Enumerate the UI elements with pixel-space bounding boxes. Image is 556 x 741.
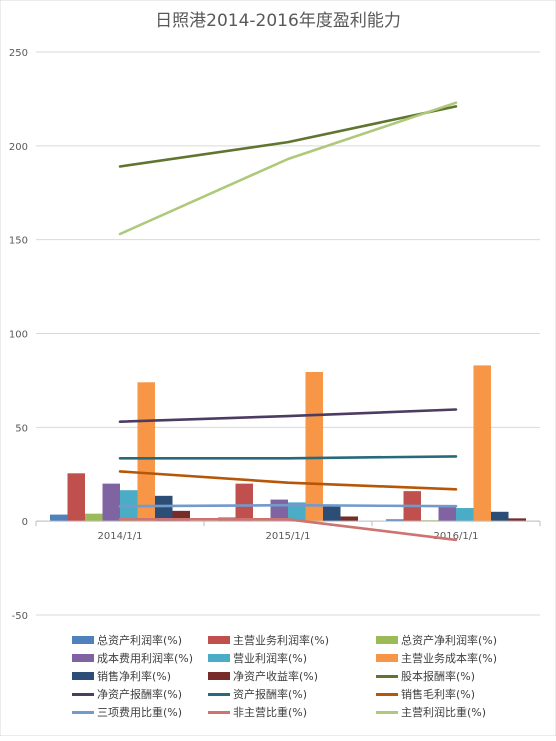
x-axis: 2014/1/1 2015/1/1 2016/1/1 [35,520,541,542]
legend-item: 股本报酬率(%) [376,668,526,684]
bar [50,514,68,522]
legend-item: 主营利润比重(%) [376,704,526,720]
legend-bar-swatch [208,654,230,662]
legend-label: 总资产利润率(%) [97,634,183,647]
legend-label: 销售净利率(%) [97,670,172,683]
legend-line-swatch [376,692,398,696]
legend-label: 资产报酬率(%) [233,688,308,701]
legend-item: 销售净利率(%) [72,668,208,684]
bar [323,506,341,522]
bar [235,483,253,522]
legend-label: 主营业务成本率(%) [401,652,498,665]
legend-item: 非主营比重(%) [208,704,376,720]
legend-label: 净资产报酬率(%) [97,688,183,701]
series-line [118,101,458,236]
legend-label: 非主营比重(%) [233,706,308,719]
bar [305,371,323,522]
legend-label: 总资产净利润率(%) [401,634,498,647]
y-tick-label: 0 [22,517,28,528]
legend-item: 净资产报酬率(%) [72,686,208,702]
bar [473,365,491,522]
y-tick-label: -50 [12,611,28,622]
legend-item: 主营业务利润率(%) [208,632,376,648]
y-tick-label: 150 [9,236,28,247]
legend-item: 总资产利润率(%) [72,632,208,648]
legend-bar-swatch [72,654,94,662]
x-tick-label: 2015/1/1 [266,531,311,542]
bar [67,473,85,522]
legend-bar-swatch [208,672,230,680]
bar [386,519,404,522]
legend-item: 净资产收益率(%) [208,668,376,684]
legend-label: 销售毛利率(%) [401,688,476,701]
legend-bar-swatch [208,636,230,644]
legend-line-swatch [72,710,94,714]
legend-item: 成本费用利润率(%) [72,650,208,666]
bar [508,518,526,522]
legend-label: 主营利润比重(%) [401,706,487,719]
bar [491,511,509,522]
legend-label: 股本报酬率(%) [401,670,476,683]
y-tick-label: 50 [15,423,28,434]
x-tick-label: 2014/1/1 [98,531,143,542]
legend-label: 净资产收益率(%) [233,670,319,683]
legend-bar-swatch [376,636,398,644]
bar [172,510,190,522]
legend-label: 主营业务利润率(%) [233,634,330,647]
chart-title: 日照港2014-2016年度盈利能力 [155,11,401,31]
series-line [118,408,458,424]
bar [340,516,358,522]
series-line [118,470,458,491]
legend-item: 三项费用比重(%) [72,704,208,720]
bar [438,506,456,522]
series-line [118,517,458,542]
bar [137,382,155,522]
legend-bar-swatch [72,672,94,680]
y-tick-label: 100 [9,330,28,341]
series-line [118,503,458,508]
legend-line-swatch [376,710,398,714]
legend-bar-swatch [72,636,94,644]
bar [288,502,306,522]
legend-line-swatch [376,674,398,678]
legend-item: 销售毛利率(%) [376,686,526,702]
bar [102,483,120,522]
legend-item: 资产报酬率(%) [208,686,376,702]
y-axis-ticks: -50 0 50 100 150 200 250 [9,48,28,622]
legend-line-swatch [208,692,230,696]
line-series [118,101,458,542]
bar [270,499,288,522]
bar [456,508,474,522]
legend-label: 三项费用比重(%) [97,706,183,719]
y-tick-label: 250 [9,48,28,59]
legend-label: 成本费用利润率(%) [97,652,194,665]
legend-item: 总资产净利润率(%) [376,632,526,648]
bar [85,513,103,522]
series-line [118,105,458,168]
bar [155,495,173,522]
x-tick-label: 2016/1/1 [434,531,479,542]
legend-label: 营业利润率(%) [233,652,308,665]
legend-line-swatch [208,710,230,714]
legend-bar-swatch [376,654,398,662]
series-line [118,455,458,460]
legend-item: 主营业务成本率(%) [376,650,526,666]
chart-legend: 总资产利润率(%) 主营业务利润率(%) 总资产净利润率(%) 成本费用利润率(%) 营… [72,632,542,720]
legend-line-swatch [72,692,94,696]
y-tick-label: 200 [9,142,28,153]
legend-item: 营业利润率(%) [208,650,376,666]
